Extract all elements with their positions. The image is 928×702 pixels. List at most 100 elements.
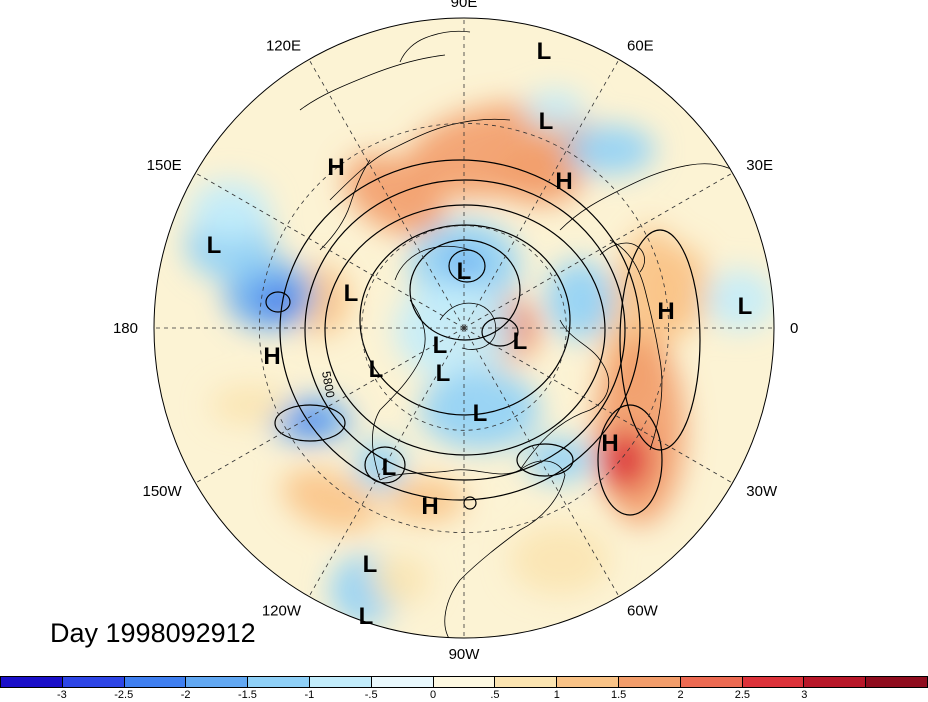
- low-center-label: L: [369, 356, 384, 383]
- anomaly-blob: [447, 250, 483, 280]
- coastline-segment: [599, 242, 645, 273]
- colorbar-tick-label: .5: [490, 689, 500, 701]
- low-center-label: L: [457, 258, 472, 285]
- colorbar-swatch: [370, 676, 433, 688]
- colorbar-swatch: [494, 676, 557, 688]
- colorbar-swatch: [679, 676, 742, 688]
- colorbar-swatch: [556, 676, 618, 688]
- contour-line: [279, 159, 641, 501]
- colorbar-swatch: [123, 676, 186, 688]
- contour-line: [597, 404, 663, 516]
- colorbar-swatch: [617, 676, 680, 688]
- colorbar-tick-label: -.5: [364, 689, 378, 701]
- longitude-label: 120W: [262, 602, 302, 619]
- date-title: Day 1998092912: [50, 618, 256, 648]
- colorbar-swatch: [185, 676, 248, 688]
- anomaly-blob: [545, 260, 615, 340]
- anomaly-blob: [355, 440, 405, 490]
- contour-line: [409, 239, 521, 341]
- colorbar-tick-label: 2: [677, 689, 684, 701]
- meridian-line: [463, 172, 733, 329]
- colorbar-swatch: [0, 676, 62, 688]
- longitude-label: 30E: [746, 157, 773, 174]
- low-center-label: L: [436, 360, 451, 387]
- colorbar-tick-label: -3: [56, 689, 67, 701]
- anomaly-shading: [185, 90, 774, 625]
- coastline-segment: [372, 299, 426, 481]
- coastline-segment: [329, 118, 511, 201]
- coastline-segment: [394, 245, 471, 281]
- coastline-segment: [439, 302, 497, 350]
- colorbar-swatch: [865, 676, 928, 688]
- meridian-line: [308, 59, 465, 329]
- low-center-label: L: [359, 603, 374, 630]
- colorbar-tick-label: -2.5: [114, 689, 134, 701]
- contour-line: [359, 224, 571, 416]
- low-center-label: L: [207, 232, 222, 259]
- longitude-label: 60E: [627, 38, 654, 55]
- contour-line: [516, 443, 574, 477]
- colorbar-swatch: [741, 676, 804, 688]
- low-center-label: L: [738, 293, 753, 320]
- meridian-line: [463, 327, 620, 597]
- longitude-label: 180: [113, 320, 138, 337]
- low-center-label: L: [344, 280, 359, 307]
- contour-label-5800: 5800: [319, 370, 337, 399]
- coastline-segment: [399, 30, 471, 63]
- coastline-segment: [319, 159, 371, 251]
- high-center-label: H: [555, 168, 572, 195]
- low-center-label: L: [539, 108, 554, 135]
- high-center-label: H: [421, 493, 438, 520]
- colorbar-tick-label: -2: [180, 689, 191, 701]
- high-center-label: H: [327, 154, 344, 181]
- contour-line: [265, 291, 291, 313]
- meridian-line: [195, 327, 465, 484]
- coastline-segment: [299, 54, 446, 111]
- anomaly-blob: [525, 90, 585, 130]
- colorbar-tick-label: 3: [801, 689, 808, 701]
- anomaly-blob: [395, 280, 515, 380]
- coastline-segment: [519, 319, 609, 471]
- contour-line: [463, 496, 477, 510]
- longitude-label: 150W: [143, 483, 183, 500]
- low-center-label: L: [433, 332, 448, 359]
- meridian-line: [463, 327, 733, 484]
- low-center-label: L: [513, 328, 528, 355]
- anomaly-blob: [190, 180, 270, 240]
- colorbar-tick-label: -1.5: [237, 689, 257, 701]
- colorbar-swatch: [432, 676, 495, 688]
- anomaly-blob: [264, 290, 292, 314]
- high-center-label: H: [601, 430, 618, 457]
- colorbar-tick-label: 1: [553, 689, 560, 701]
- meridian-line: [195, 172, 465, 329]
- longitude-label: 90E: [451, 0, 478, 11]
- high-center-label: H: [263, 343, 280, 370]
- low-center-label: L: [473, 400, 488, 427]
- colorbar-tick-label: 0: [430, 689, 437, 701]
- anomaly-blob: [525, 438, 595, 482]
- colorbar-tick-label: -1: [304, 689, 315, 701]
- colorbar-swatches: [0, 676, 928, 689]
- longitude-label: 30W: [746, 483, 778, 500]
- contour-line: [324, 204, 606, 456]
- graticule: [154, 18, 774, 638]
- latitude-circle: [258, 122, 670, 534]
- contour-line: [448, 249, 486, 283]
- colorbar-tick-label: 1.5: [611, 689, 627, 701]
- colorbar-swatch: [803, 676, 866, 688]
- longitude-labels: 90E 60E 30E 0 30W 60W 90W 120W 150W 180 150E 120E: [113, 0, 798, 663]
- colorbar-tick-label: 2.5: [734, 689, 751, 701]
- anomaly-blob: [385, 478, 465, 522]
- colorbar-swatch: [61, 676, 124, 688]
- longitude-label: 90W: [449, 646, 481, 663]
- colorbar: -3 -2.5 -2 -1.5 -1 -.5 0 .5 1 1.5 2 2.5 3: [0, 676, 928, 702]
- coastline-segment: [609, 239, 663, 451]
- low-center-label: L: [363, 551, 378, 578]
- contour-line: [481, 317, 519, 347]
- low-center-label: L: [537, 38, 552, 65]
- contour-line: [619, 229, 701, 451]
- anomaly-blob: [705, 270, 774, 330]
- coastline-segment: [379, 460, 566, 638]
